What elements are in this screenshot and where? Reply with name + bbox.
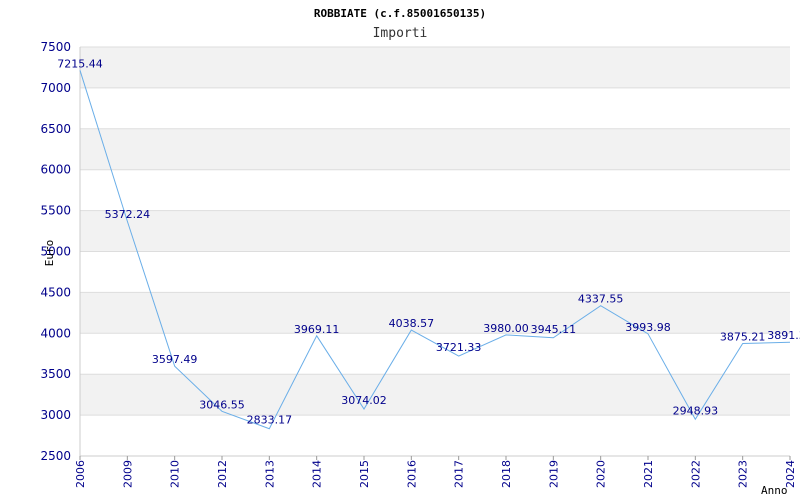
y-axis-ticks: 2500 3000 3500 4000 4500 5000 5500 6000 6500 7000… [40,40,71,463]
plot-band [80,374,790,416]
x-tick-label: 2017 [453,460,466,488]
plot-band [80,210,790,252]
y-tick-label: 6000 [40,163,71,177]
y-tick-label: 4000 [40,326,71,340]
data-label: 3945.11 [531,323,577,336]
x-tick-label: 2010 [169,460,182,488]
x-tick-label: 2019 [547,460,560,488]
x-tick-label: 2014 [311,460,324,488]
x-tick-label: 2024 [784,460,797,488]
chart-title: ROBBIATE (c.f.85001650135) [314,7,486,20]
x-tick-label: 2016 [405,460,418,488]
y-tick-label: 3500 [40,367,71,381]
y-tick-label: 2500 [40,449,71,463]
y-tick-label: 5000 [40,245,71,259]
data-label: 4038.57 [389,317,435,330]
data-label: 2833.17 [247,414,293,427]
plot-background [80,47,790,456]
data-label: 5372.24 [105,208,151,221]
y-tick-label: 3000 [40,408,71,422]
x-tick-label: 2018 [500,460,513,488]
series-line-group [79,70,791,430]
chart-subtitle: Importi [373,26,428,41]
data-label: 3891.37 [767,329,800,342]
y-tick-label: 5500 [40,204,71,218]
y-tick-label: 4500 [40,285,71,299]
data-label: 3046.55 [199,398,245,411]
grid-lines [79,46,790,457]
data-label: 7215.44 [57,57,103,70]
data-label: 4337.55 [578,293,624,306]
x-tick-label: 2006 [74,460,87,488]
data-label: 3597.49 [152,353,198,366]
x-tick-label: 2020 [595,460,608,488]
plot-band [80,333,790,375]
plot-band [80,415,790,456]
data-label: 3969.11 [294,323,340,336]
plot-band [80,128,790,170]
data-label: 3993.98 [625,321,671,334]
plot-band [80,251,790,293]
y-axis-label: Euro [43,240,56,267]
data-label: 3875.21 [720,331,766,344]
x-tick-label: 2012 [216,460,229,488]
x-tick-label: 2021 [642,460,655,488]
data-label: 3721.33 [436,341,482,354]
x-tick-label: 2009 [121,460,134,488]
x-axis-ticks: 2006 2009 2010 2012 2013 2014 2015 2016 2017 2018… [74,456,797,488]
x-tick-label: 2022 [689,460,702,488]
data-label: 3074.02 [341,394,387,407]
y-tick-label: 7000 [40,81,71,95]
data-label: 3980.00 [483,322,529,335]
data-label: 2948.93 [673,404,719,417]
plot-band [80,87,790,129]
x-tick-label: 2015 [358,460,371,488]
plot-band [80,292,790,334]
plot-band [80,169,790,211]
y-tick-label: 7500 [40,40,71,54]
x-tick-label: 2023 [737,460,750,488]
y-tick-label: 6500 [40,122,71,136]
x-axis-label: Anno [761,484,788,497]
plot-band [80,47,790,88]
series-line [79,70,791,430]
x-tick-label: 2013 [263,460,276,488]
